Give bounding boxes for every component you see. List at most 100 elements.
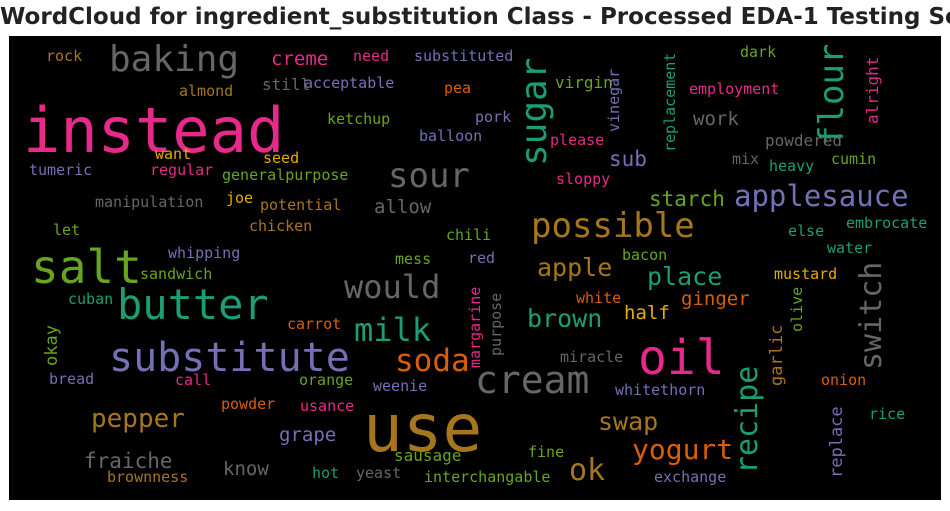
word-pea: pea <box>444 79 472 97</box>
word-call: call <box>175 371 212 389</box>
word-brownness: brownness <box>107 468 189 486</box>
word-red: red <box>468 249 496 267</box>
word-instead: instead <box>23 94 285 167</box>
word-heavy: heavy <box>769 157 815 175</box>
word-butter: butter <box>117 280 269 329</box>
word-oil: oil <box>638 330 725 386</box>
word-brown: brown <box>527 304 603 333</box>
word-yogurt: yogurt <box>632 433 734 466</box>
word-sub: sub <box>609 147 647 171</box>
word-replace: replace <box>827 406 847 478</box>
word-water: water <box>827 239 873 257</box>
word-salt: salt <box>31 240 142 294</box>
word-cream: cream <box>475 358 590 402</box>
word-potential: potential <box>260 196 342 214</box>
word-pork: pork <box>475 108 512 126</box>
word-sugar: sugar <box>514 57 555 166</box>
word-possible: possible <box>531 206 695 246</box>
word-cloud-canvas: instead baking sugar flour sour applesau… <box>9 36 941 500</box>
word-rice: rice <box>869 405 906 423</box>
word-powder: powder <box>221 395 276 413</box>
chart-title: WordCloud for ingredient_substitution Cl… <box>0 4 950 30</box>
word-weenie: weenie <box>373 377 428 395</box>
word-whitethorn: whitethorn <box>615 381 706 399</box>
word-work: work <box>693 108 739 130</box>
word-whipping: whipping <box>168 244 241 262</box>
word-regular: regular <box>150 161 214 179</box>
word-miracle: miracle <box>560 348 624 366</box>
word-dark: dark <box>740 43 777 61</box>
word-chicken: chicken <box>249 217 313 235</box>
word-need: need <box>353 47 390 65</box>
word-substituted: substituted <box>414 47 514 65</box>
word-acceptable: acceptable <box>304 74 395 92</box>
word-starch: starch <box>649 187 725 211</box>
word-soda: soda <box>395 343 470 379</box>
word-ketchup: ketchup <box>327 110 391 128</box>
word-ginger: ginger <box>681 288 750 310</box>
word-onion: onion <box>821 371 867 389</box>
word-know: know <box>223 458 269 480</box>
word-employment: employment <box>689 80 780 98</box>
word-recipe: recipe <box>730 365 765 474</box>
word-okay: okay <box>42 325 62 366</box>
word-balloon: balloon <box>419 127 483 145</box>
word-rock: rock <box>46 47 83 65</box>
word-sloppy: sloppy <box>556 170 611 188</box>
word-replacement: replacement <box>661 52 679 152</box>
word-almond: almond <box>179 82 234 100</box>
word-bacon: bacon <box>622 246 668 264</box>
word-else: else <box>788 222 825 240</box>
word-fine: fine <box>528 443 565 461</box>
word-applesauce: applesauce <box>734 179 909 213</box>
word-tumeric: tumeric <box>29 161 93 179</box>
word-mustard: mustard <box>774 265 838 283</box>
word-orange: orange <box>299 371 354 389</box>
word-use: use <box>363 390 483 467</box>
word-ok: ok <box>569 453 606 488</box>
word-swap: swap <box>598 407 659 436</box>
word-yeast: yeast <box>356 464 402 482</box>
word-would: would <box>344 268 441 306</box>
word-place: place <box>647 262 723 291</box>
word-exchange: exchange <box>654 468 727 486</box>
word-half: half <box>624 302 670 324</box>
word-interchangable: interchangable <box>424 468 551 486</box>
word-olive: olive <box>788 286 806 332</box>
word-sandwich: sandwich <box>140 265 213 283</box>
word-alright: alright <box>863 56 882 124</box>
word-vinegar: vinegar <box>605 68 623 132</box>
word-grape: grape <box>279 424 337 446</box>
word-generalpurpose: generalpurpose <box>222 166 349 184</box>
word-seed: seed <box>263 149 300 167</box>
word-garlic: garlic <box>767 324 787 386</box>
word-allow: allow <box>374 196 432 218</box>
word-manipulation: manipulation <box>95 193 204 211</box>
word-want: want <box>155 145 192 163</box>
word-milk: milk <box>354 311 432 349</box>
word-pepper: pepper <box>91 404 185 434</box>
word-fraiche: fraiche <box>84 449 173 473</box>
word-sour: sour <box>388 156 470 196</box>
word-virgin: virgin <box>555 73 613 92</box>
word-mix: mix <box>732 150 760 168</box>
word-embrocate: embrocate <box>846 214 928 232</box>
word-let: let <box>53 221 81 239</box>
word-bread: bread <box>49 370 95 388</box>
word-hot: hot <box>312 464 340 482</box>
word-apple: apple <box>537 253 613 282</box>
word-powdered: powdered <box>765 131 843 150</box>
word-joe: joe <box>226 189 254 207</box>
word-switch: switch <box>854 261 889 370</box>
word-baking: baking <box>109 39 240 80</box>
word-mess: mess <box>395 250 432 268</box>
word-cumin: cumin <box>831 150 877 168</box>
word-substitute: substitute <box>109 335 350 381</box>
word-carrot: carrot <box>287 315 342 333</box>
word-white: white <box>576 289 622 307</box>
word-cuban: cuban <box>68 290 114 308</box>
word-margarine: margarine <box>466 286 484 368</box>
word-usance: usance <box>300 397 355 415</box>
word-sausage: sausage <box>394 446 462 465</box>
word-still: still <box>262 75 311 94</box>
